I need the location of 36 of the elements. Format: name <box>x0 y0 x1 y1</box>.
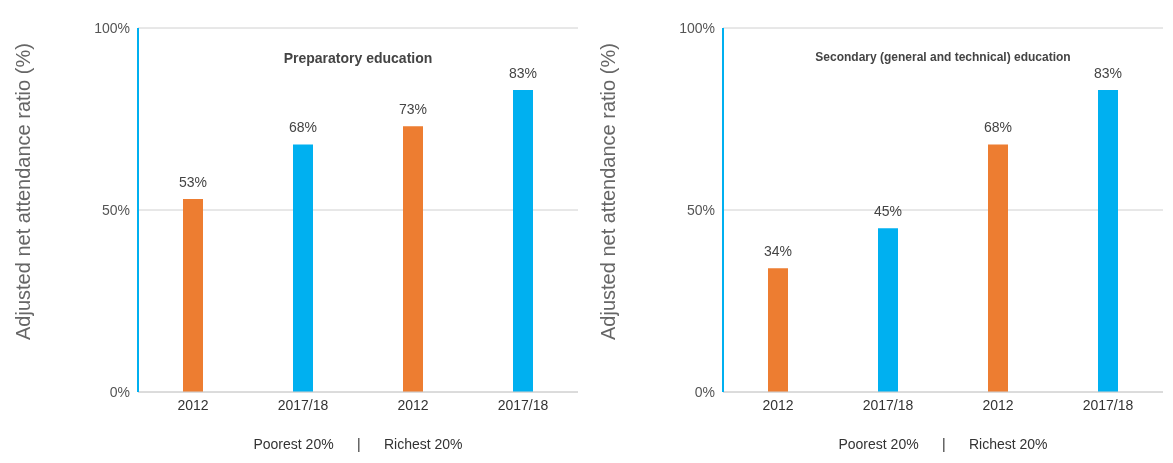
bar <box>403 126 423 392</box>
x-tick-label: 2017/18 <box>862 396 914 413</box>
data-label: 83% <box>1093 64 1123 81</box>
y-axis-title: Adjusted net attendance ratio (%) <box>597 43 620 340</box>
data-label: 53% <box>178 174 208 191</box>
y-tick-label: 100% <box>679 19 715 36</box>
y-tick-label: 0% <box>694 383 715 400</box>
y-axis-title: Adjusted net attendance ratio (%) <box>12 43 35 340</box>
data-label: 73% <box>398 101 428 118</box>
x-tick-label: 2017/18 <box>497 396 549 413</box>
data-label: 45% <box>873 203 903 220</box>
x-tick-label: 2012 <box>177 396 209 413</box>
text: Secondary (general and technical) education <box>814 50 1072 64</box>
x-tick-label: 2017/18 <box>277 396 329 413</box>
x-tick-label: 2012 <box>397 396 429 413</box>
y-tick-label: 50% <box>686 201 715 218</box>
data-label: 68% <box>288 119 318 136</box>
x-axis-title: Poorest 20% | Richest 20% <box>837 436 1049 452</box>
data-label: 34% <box>763 243 793 260</box>
bar <box>878 228 898 392</box>
bar <box>293 144 313 392</box>
y-tick-label: 0% <box>109 383 130 400</box>
data-label: 68% <box>983 119 1013 136</box>
y-tick-label: 50% <box>101 201 130 218</box>
x-tick-label: 2017/18 <box>1082 396 1134 413</box>
x-tick-label: 2012 <box>762 396 794 413</box>
data-label: 83% <box>508 64 538 81</box>
x-axis-title: Poorest 20% | Richest 20% <box>252 436 464 452</box>
bar <box>988 144 1008 392</box>
bar <box>768 268 788 392</box>
x-tick-label: 2012 <box>982 396 1014 413</box>
bar <box>1098 89 1118 392</box>
bar <box>513 89 533 392</box>
y-tick-label: 100% <box>94 19 130 36</box>
bar <box>183 199 203 392</box>
text: Preparatory education <box>282 50 434 66</box>
